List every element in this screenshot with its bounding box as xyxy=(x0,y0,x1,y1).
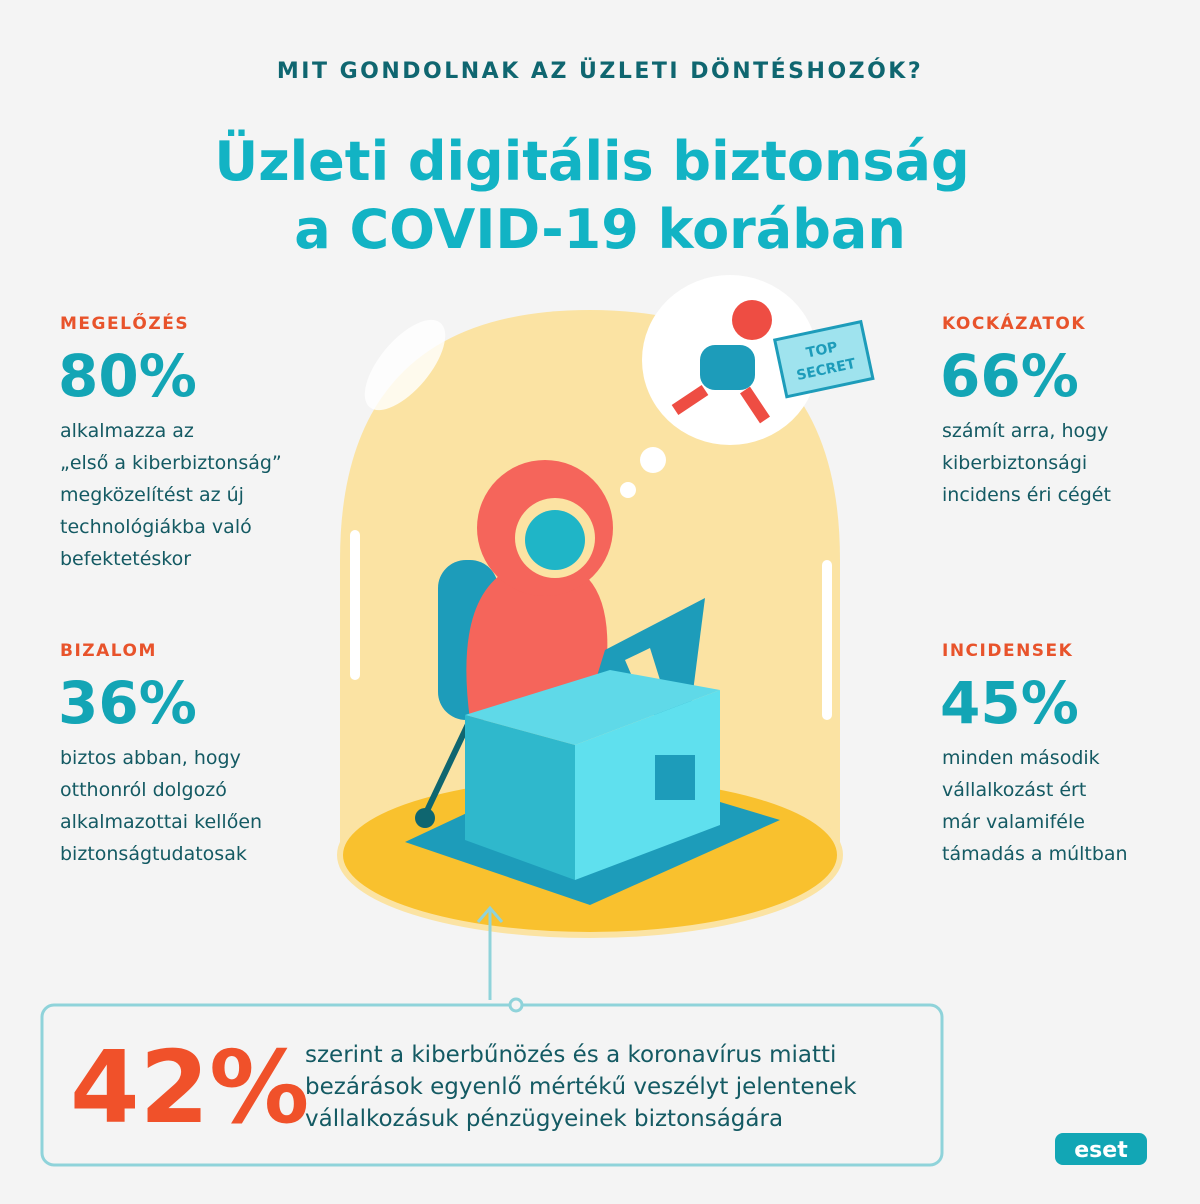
stat-text: támadás a múltban xyxy=(942,843,1128,865)
stat-text: befektetéskor xyxy=(60,548,191,570)
thought-dot xyxy=(640,447,666,473)
stat-label: BIZALOM xyxy=(60,641,157,661)
arrow xyxy=(476,905,504,1000)
envelope: TOP SECRET xyxy=(772,319,875,399)
stat-text: már valamiféle xyxy=(942,811,1085,833)
stat-text: „első a kiberbiztonság” xyxy=(60,452,282,474)
stat-text: számít arra, hogy xyxy=(942,420,1108,442)
stat-text: kiberbiztonsági xyxy=(942,452,1087,474)
stat-text: otthonról dolgozó xyxy=(60,779,227,801)
callout-line: vállalkozásuk pénzügyeinek biztonságára xyxy=(305,1106,783,1132)
thought-dot xyxy=(620,482,636,498)
logo-box xyxy=(1055,1133,1147,1165)
stat-text: biztos abban, hogy xyxy=(60,747,241,769)
envelope-body xyxy=(772,319,875,399)
title: a COVID-19 korában xyxy=(294,198,906,261)
safe-side xyxy=(465,715,575,880)
stat-text: vállalkozást ért xyxy=(942,779,1086,801)
shine xyxy=(822,560,832,720)
callout-box xyxy=(40,1003,944,1167)
stat-label: KOCKÁZATOK xyxy=(942,312,1086,334)
title: Üzleti digitális biztonság xyxy=(214,130,969,193)
stat-label: MEGELŐZÉS xyxy=(60,312,189,334)
chair-wheel xyxy=(415,808,435,828)
callout-line: bezárások egyenlő mértékű veszélyt jelen… xyxy=(305,1074,857,1100)
stat-text: alkalmazza az xyxy=(60,420,194,442)
visor xyxy=(525,510,585,570)
thief-head xyxy=(732,300,772,340)
stat-text: technológiákba való xyxy=(60,516,252,538)
logo: eset xyxy=(1074,1138,1128,1163)
safe-keypad xyxy=(655,755,695,800)
shine xyxy=(350,530,360,680)
chair-leg xyxy=(422,718,473,817)
stat-text: megközelítést az új xyxy=(60,484,244,506)
stat-value: 45% xyxy=(940,669,1079,737)
thief-legs xyxy=(671,385,770,424)
callout-dot xyxy=(508,997,524,1013)
illustration: TOP SECRET xyxy=(337,275,875,1000)
envelope-text: TOP xyxy=(805,339,839,361)
stat-text: minden második xyxy=(942,747,1100,769)
stat-text: incidens éri cégét xyxy=(942,484,1111,506)
thief-body xyxy=(700,345,755,390)
safe-top xyxy=(465,670,720,745)
stat-value: 66% xyxy=(940,342,1079,410)
body xyxy=(466,560,608,720)
stat-text: alkalmazottai kellően xyxy=(60,811,262,833)
shine xyxy=(364,319,446,411)
stat-value: 36% xyxy=(58,669,197,737)
stat-text: biztonságtudatosak xyxy=(60,843,247,865)
callout-line: szerint a kiberbűnözés és a koronavírus … xyxy=(305,1042,836,1068)
stat-label: INCIDENSEK xyxy=(942,641,1073,661)
safe-front xyxy=(575,690,720,880)
stat-value: 80% xyxy=(58,342,197,410)
kicker: MIT GONDOLNAK AZ ÜZLETI DÖNTÉSHOZÓK? xyxy=(277,58,923,84)
callout-value: 42% xyxy=(70,1029,309,1146)
